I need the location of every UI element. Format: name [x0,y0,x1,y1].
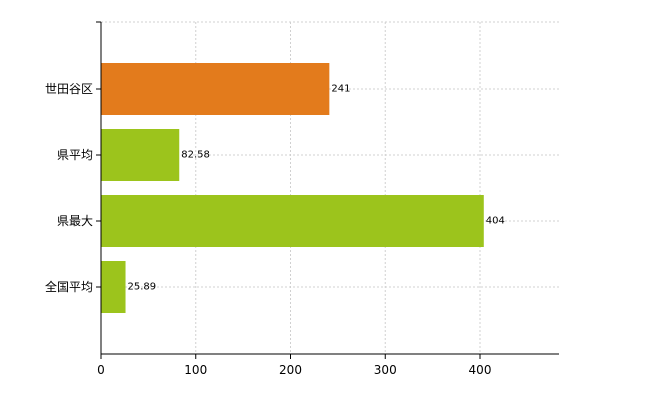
bars [101,63,484,313]
x-tick-label: 100 [184,363,207,377]
value-label: 25.89 [128,282,157,293]
bar [101,195,484,247]
category-label: 県最大 [57,214,93,228]
bar [101,261,126,313]
value-label: 82.58 [181,150,210,161]
x-tick-label: 400 [469,363,492,377]
category-label: 世田谷区 [45,82,93,96]
category-label: 県平均 [57,148,93,162]
bar [101,129,180,181]
x-tick-label: 200 [279,363,302,377]
axes [96,21,559,359]
category-label: 全国平均 [45,279,93,294]
x-tick-label: 0 [97,363,105,377]
value-label: 404 [486,216,505,227]
value-label: 241 [331,84,350,95]
x-tick-label: 300 [374,363,397,377]
bar [101,63,330,115]
